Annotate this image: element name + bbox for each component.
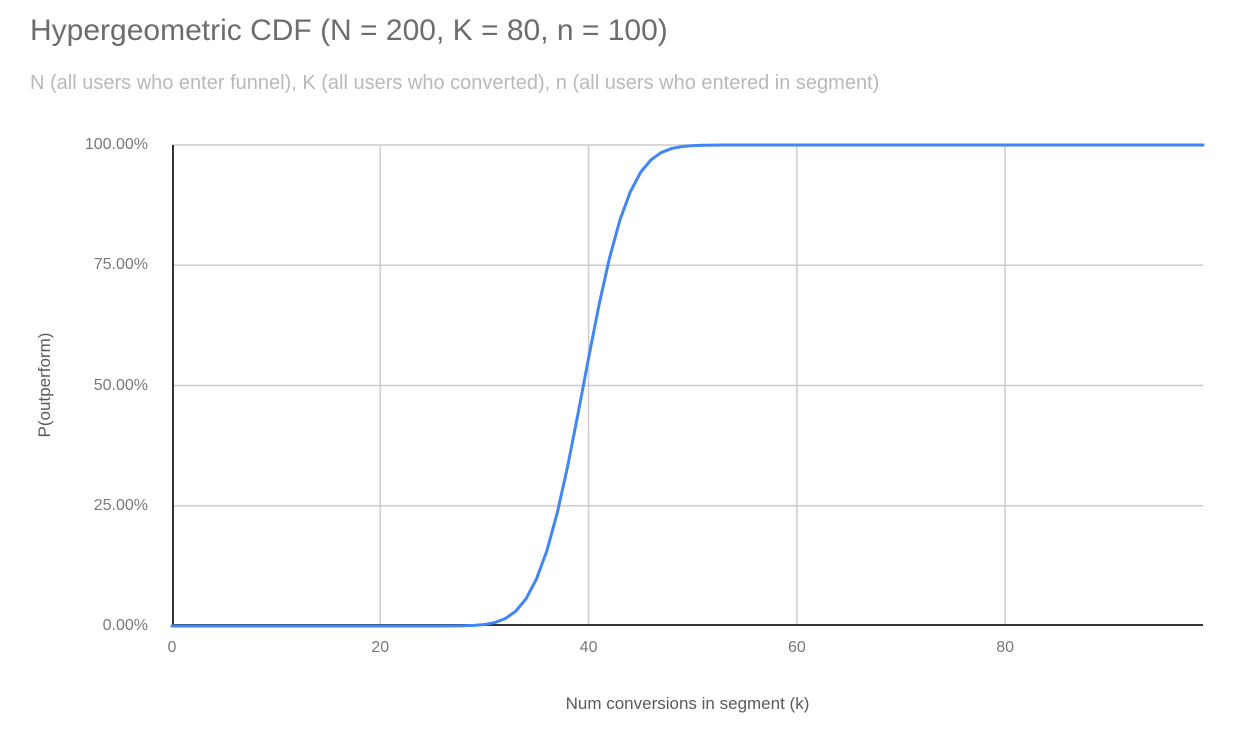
x-axis-title: Num conversions in segment (k) [565,694,810,713]
x-tick-label: 40 [579,639,598,656]
x-tick-label: 80 [996,639,1015,656]
y-tick-label: 25.00% [93,496,148,514]
plot-area[interactable] [170,143,1205,628]
x-tick-label: 60 [787,639,806,656]
chart-title: Hypergeometric CDF (N = 200, K = 80, n =… [30,14,668,47]
y-tick-label: 100.00% [84,136,148,153]
y-axis-tick-labels: 100.00% 75.00% 50.00% 25.00% 0.00% [0,136,160,634]
y-tick-label: 0.00% [102,617,148,634]
chart-subtitle: N (all users who enter funnel), K (all u… [30,72,880,94]
x-tick-label: 0 [167,639,177,656]
x-axis-tick-labels: 0 20 40 60 80 [168,638,1203,662]
y-tick-label: 50.00% [93,376,148,394]
y-tick-label: 75.00% [93,256,148,274]
x-tick-label: 20 [371,639,390,656]
cdf-curve [170,143,1205,628]
y-axis-title: P(outperform) [35,332,54,438]
